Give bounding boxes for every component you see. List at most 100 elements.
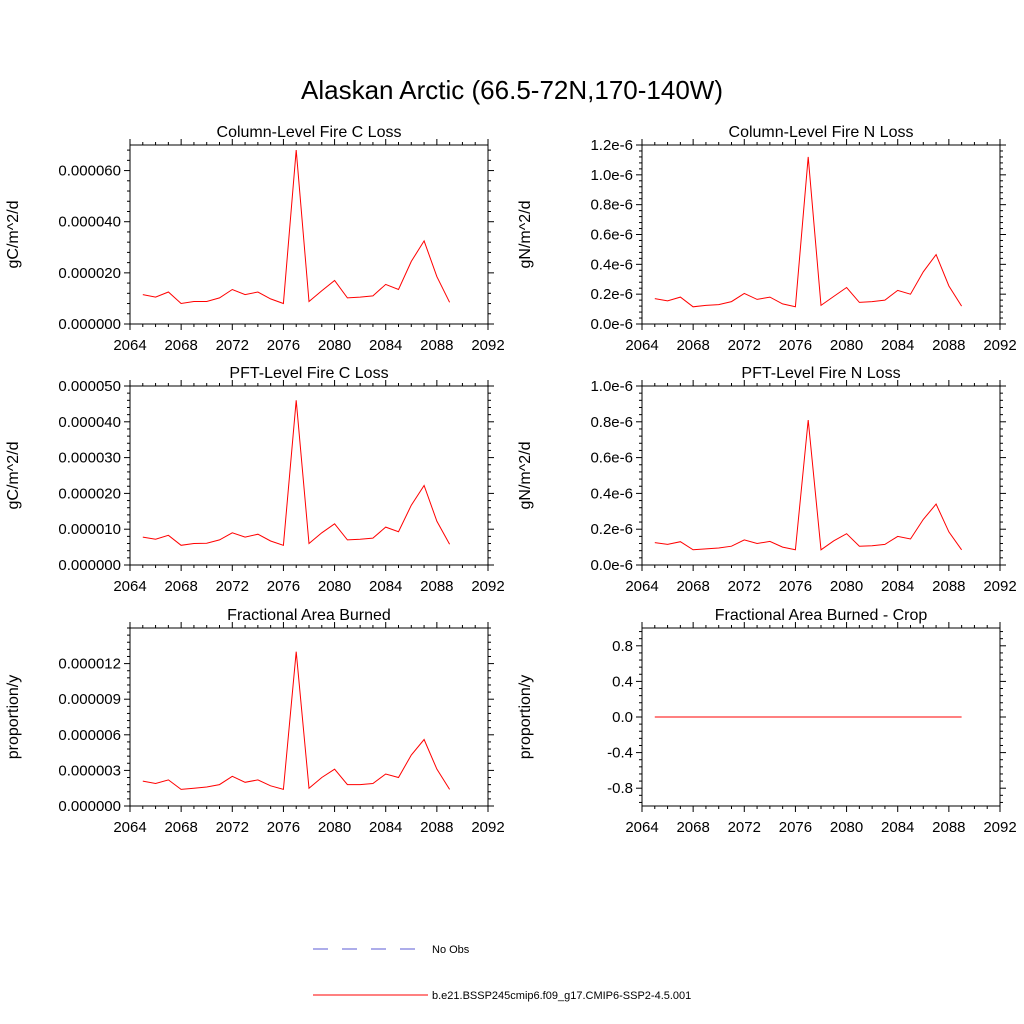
y-tick-label: 0.000020 bbox=[58, 265, 121, 282]
y-tick-label: -0.4 bbox=[607, 745, 633, 762]
plot-frame bbox=[641, 385, 1001, 566]
series-line bbox=[654, 419, 963, 551]
y-tick-label: 0.000060 bbox=[58, 163, 121, 180]
x-tick-label: 2092 bbox=[471, 578, 504, 595]
x-tick-label: 2092 bbox=[983, 819, 1016, 836]
legend-label-model-run: b.e21.BSSP245cmip6.f09_g17.CMIP6-SSP2-4.… bbox=[432, 990, 691, 1002]
x-tick-label: 2076 bbox=[779, 337, 812, 354]
series-line bbox=[142, 150, 451, 305]
x-tick-label: 2072 bbox=[216, 578, 249, 595]
y-axis-label: gN/m^2/d bbox=[517, 201, 534, 269]
y-tick-label: 0.000006 bbox=[58, 727, 121, 744]
x-tick-label: 2088 bbox=[420, 337, 453, 354]
x-tick-label: 2080 bbox=[318, 337, 351, 354]
y-tick-label: 0.000030 bbox=[58, 450, 121, 467]
panel-column-fire-n-loss: 2064 2068 2072 2076 2080 2084 2088 2092 0.0e-6 0.… bbox=[517, 124, 1017, 354]
panel-column-fire-c-loss: 2064 2068 2072 2076 2080 2084 2088 2092 0.000000… bbox=[5, 124, 505, 354]
x-tick-label: 2076 bbox=[267, 337, 300, 354]
x-tick-label: 2072 bbox=[728, 337, 761, 354]
x-tick-label: 2068 bbox=[676, 578, 709, 595]
y-tick-label: 0.000020 bbox=[58, 485, 121, 502]
x-tick-label: 2080 bbox=[318, 578, 351, 595]
x-tick-label: 2080 bbox=[318, 819, 351, 836]
y-tick-label: 0.2e-6 bbox=[590, 286, 633, 303]
y-tick-label: 0.000000 bbox=[58, 798, 121, 815]
x-tick-label: 2064 bbox=[625, 578, 658, 595]
y-axis-label: proportion/y bbox=[5, 675, 22, 760]
x-tick-label: 2076 bbox=[267, 578, 300, 595]
figure-title: Alaskan Arctic (66.5-72N,170-140W) bbox=[301, 75, 723, 105]
y-tick-label: 0.6e-6 bbox=[590, 450, 633, 467]
series-line bbox=[142, 400, 451, 546]
y-tick-label: 0.000050 bbox=[58, 378, 121, 395]
y-axis-label: gC/m^2/d bbox=[5, 201, 22, 269]
y-tick-label: 0.000009 bbox=[58, 691, 121, 708]
y-tick-label: 0.000040 bbox=[58, 214, 121, 231]
x-tick-label: 2084 bbox=[369, 819, 402, 836]
plot-frame bbox=[129, 627, 489, 807]
y-tick-label: 0.4 bbox=[612, 673, 633, 690]
x-tick-label: 2084 bbox=[369, 578, 402, 595]
x-tick-label: 2072 bbox=[216, 819, 249, 836]
panel-pft-fire-c-loss: 2064 2068 2072 2076 2080 2084 2088 2092 0.000000… bbox=[5, 365, 505, 595]
x-tick-label: 2088 bbox=[420, 819, 453, 836]
y-tick-label: 0.0e-6 bbox=[590, 557, 633, 574]
x-tick-label: 2092 bbox=[983, 337, 1016, 354]
panel-title: Fractional Area Burned bbox=[227, 607, 391, 624]
y-tick-label: 0.4e-6 bbox=[590, 256, 633, 273]
y-tick-label: 1.0e-6 bbox=[590, 167, 633, 184]
x-tick-label: 2076 bbox=[779, 819, 812, 836]
x-tick-label: 2080 bbox=[830, 819, 863, 836]
y-tick-label: 0.000003 bbox=[58, 762, 121, 779]
x-tick-label: 2072 bbox=[728, 819, 761, 836]
x-tick-label: 2092 bbox=[471, 337, 504, 354]
panel-title: Fractional Area Burned - Crop bbox=[715, 607, 928, 624]
x-tick-label: 2076 bbox=[779, 578, 812, 595]
x-tick-label: 2092 bbox=[471, 819, 504, 836]
x-tick-label: 2068 bbox=[676, 337, 709, 354]
y-tick-label: 0.000000 bbox=[58, 316, 121, 333]
y-tick-label: 0.000010 bbox=[58, 521, 121, 538]
legend-label-no-obs: No Obs bbox=[432, 944, 470, 956]
y-tick-label: 0.000012 bbox=[58, 656, 121, 673]
x-tick-label: 2080 bbox=[830, 337, 863, 354]
x-tick-label: 2084 bbox=[881, 337, 914, 354]
legend: No Obs b.e21.BSSP245cmip6.f09_g17.CMIP6-… bbox=[313, 944, 691, 1002]
y-tick-label: 0.8 bbox=[612, 638, 633, 655]
y-tick-label: 0.4e-6 bbox=[590, 485, 633, 502]
x-tick-label: 2084 bbox=[369, 337, 402, 354]
y-tick-label: 1.0e-6 bbox=[590, 378, 633, 395]
y-tick-label: 0.2e-6 bbox=[590, 521, 633, 538]
x-tick-label: 2068 bbox=[164, 578, 197, 595]
x-tick-label: 2072 bbox=[728, 578, 761, 595]
series-line bbox=[654, 156, 963, 308]
y-tick-label: 0.8e-6 bbox=[590, 414, 633, 431]
plot-frame bbox=[641, 144, 1001, 325]
panel-title: Column-Level Fire N Loss bbox=[729, 124, 914, 141]
y-tick-label: 0.0 bbox=[612, 709, 633, 726]
y-axis-label: proportion/y bbox=[517, 675, 534, 760]
y-tick-label: 0.6e-6 bbox=[590, 227, 633, 244]
x-tick-label: 2064 bbox=[113, 578, 146, 595]
x-tick-label: 2064 bbox=[113, 337, 146, 354]
y-tick-label: 0.8e-6 bbox=[590, 197, 633, 214]
y-tick-label: 0.000040 bbox=[58, 414, 121, 431]
y-tick-label: -0.8 bbox=[607, 780, 633, 797]
x-tick-label: 2064 bbox=[113, 819, 146, 836]
panel-pft-fire-n-loss: 2064 2068 2072 2076 2080 2084 2088 2092 0.0e-6 0.… bbox=[517, 365, 1017, 595]
panel-fractional-area-burned: 2064 2068 2072 2076 2080 2084 2088 2092 0.000000… bbox=[5, 607, 505, 836]
y-tick-label: 0.0e-6 bbox=[590, 316, 633, 333]
y-axis-label: gN/m^2/d bbox=[517, 442, 534, 510]
x-tick-label: 2088 bbox=[932, 819, 965, 836]
y-axis-label: gC/m^2/d bbox=[5, 442, 22, 510]
x-tick-label: 2068 bbox=[676, 819, 709, 836]
x-tick-label: 2088 bbox=[932, 337, 965, 354]
x-tick-label: 2064 bbox=[625, 337, 658, 354]
x-tick-label: 2068 bbox=[164, 819, 197, 836]
series-line bbox=[142, 651, 451, 791]
x-tick-label: 2068 bbox=[164, 337, 197, 354]
panel-title: PFT-Level Fire N Loss bbox=[741, 365, 900, 382]
y-tick-label: 1.2e-6 bbox=[590, 137, 633, 154]
x-tick-label: 2072 bbox=[216, 337, 249, 354]
